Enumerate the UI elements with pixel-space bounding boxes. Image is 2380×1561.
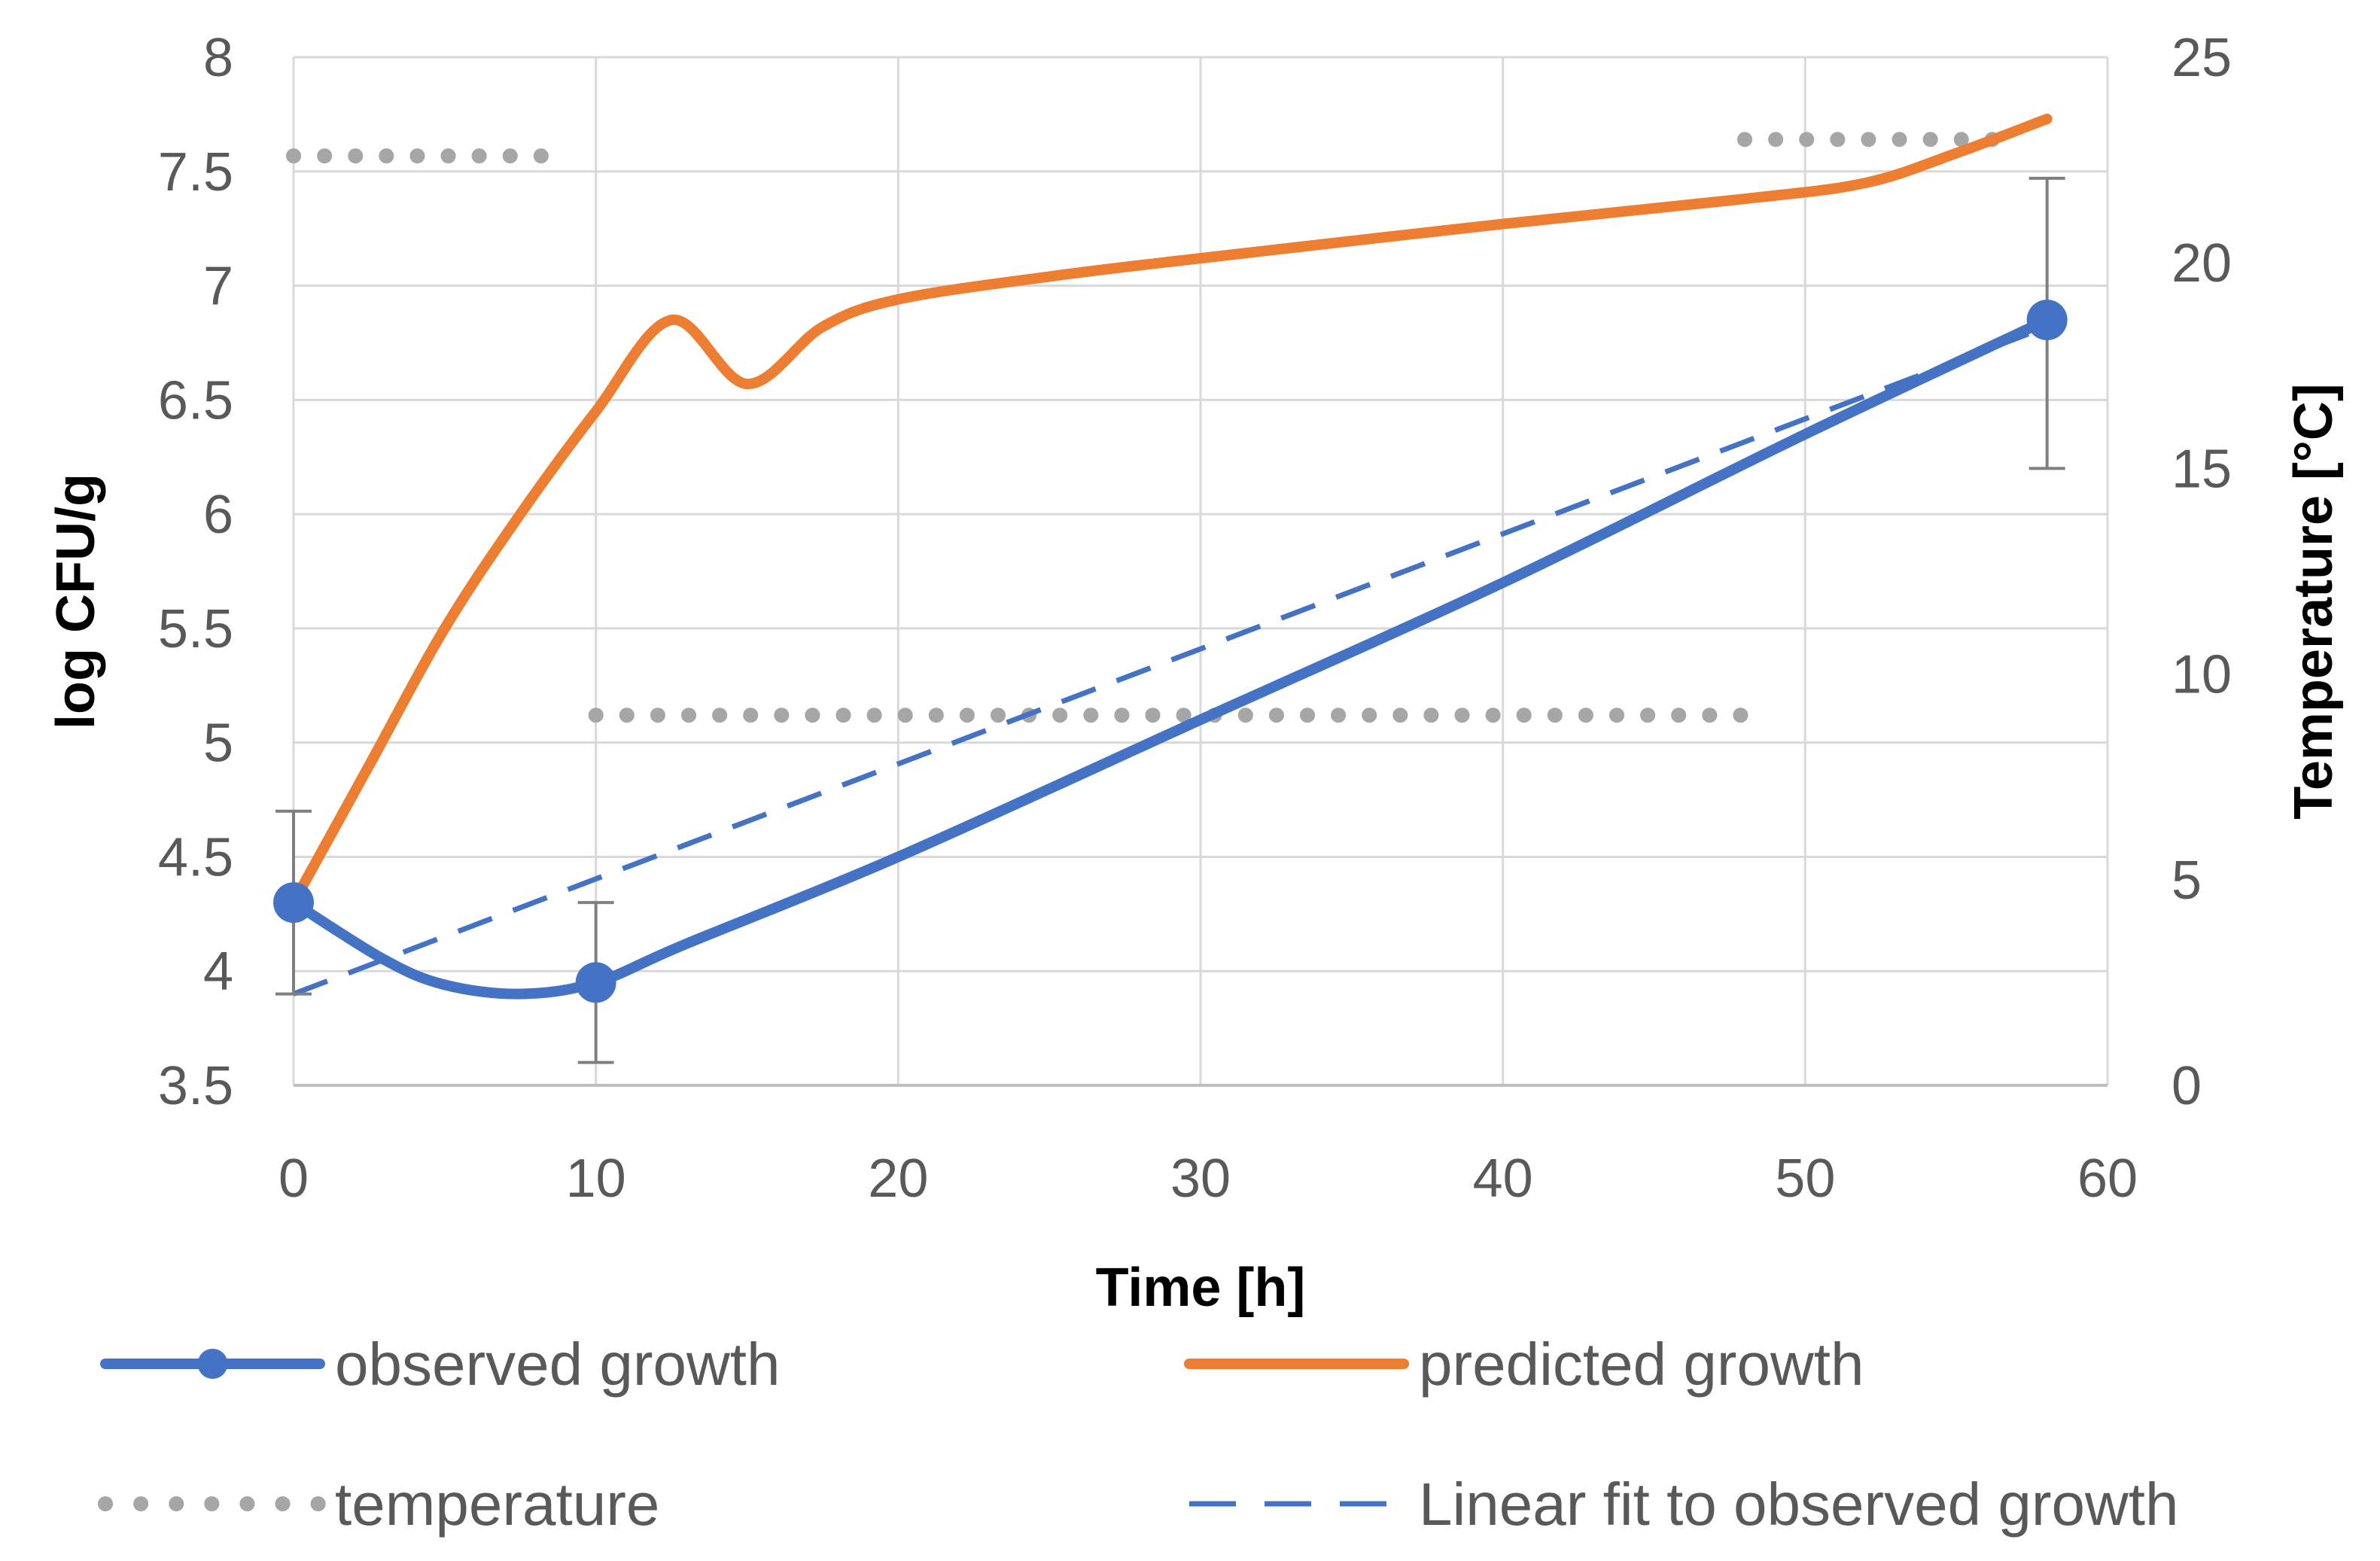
observed-growth-line bbox=[288, 315, 2053, 1000]
y2-axis-title: Temperature [°C] bbox=[2284, 383, 2344, 820]
y2-tick-label: 10 bbox=[2172, 645, 2232, 705]
x-tick-label: 10 bbox=[566, 1149, 626, 1209]
y-tick-label: 4 bbox=[203, 942, 233, 1002]
y-tick-label: 6.5 bbox=[158, 370, 233, 431]
observed-growth-point bbox=[273, 882, 314, 924]
y2-tick-label: 20 bbox=[2172, 233, 2232, 294]
grid bbox=[292, 56, 2109, 1087]
x-tick-label: 50 bbox=[1775, 1149, 1835, 1209]
predicted-growth-line bbox=[288, 113, 2053, 908]
y2-tick-label: 5 bbox=[2172, 850, 2202, 911]
legend-label: temperature bbox=[335, 1471, 659, 1538]
x-axis-title: Time [h] bbox=[1096, 1258, 1306, 1318]
legend-swatch-marker bbox=[197, 1349, 228, 1379]
y-tick-label: 7.5 bbox=[158, 142, 233, 202]
legend-label: Linear fit to observed growth bbox=[1419, 1471, 2178, 1538]
y-tick-label: 5 bbox=[203, 714, 233, 774]
legend-label: predicted growth bbox=[1419, 1331, 1864, 1398]
y-tick-label: 8 bbox=[203, 28, 233, 88]
legend-label: observed growth bbox=[335, 1331, 780, 1398]
x-tick-label: 60 bbox=[2077, 1149, 2138, 1209]
y2-tick-label: 15 bbox=[2172, 439, 2232, 499]
x-tick-label: 30 bbox=[1170, 1149, 1231, 1209]
legend: observed growth predicted growth temperatu… bbox=[98, 1331, 2178, 1538]
y-tick-label: 3.5 bbox=[158, 1056, 233, 1116]
y-tick-label: 6 bbox=[203, 485, 233, 545]
y-axis-title: log CFU/g bbox=[46, 473, 106, 729]
x-tick-label: 20 bbox=[868, 1149, 928, 1209]
x-tick-label: 0 bbox=[278, 1149, 309, 1209]
y2-tick-label: 25 bbox=[2172, 28, 2232, 88]
y-tick-label: 4.5 bbox=[158, 827, 233, 887]
axis-ticks: 3.5 4 4.5 5 5.5 6 6.5 7 7.5 8 0 10 20 30 40 50 60 0 5 10 15 2… bbox=[158, 28, 2232, 1209]
observed-growth-point bbox=[2026, 300, 2068, 341]
observed-growth-point bbox=[575, 962, 616, 1003]
y-tick-label: 7 bbox=[203, 257, 233, 317]
plot-area bbox=[273, 113, 2068, 1064]
y-tick-label: 5.5 bbox=[158, 599, 233, 659]
linear-fit-line bbox=[292, 324, 2048, 997]
y2-tick-label: 0 bbox=[2172, 1056, 2202, 1116]
x-tick-label: 40 bbox=[1473, 1149, 1533, 1209]
